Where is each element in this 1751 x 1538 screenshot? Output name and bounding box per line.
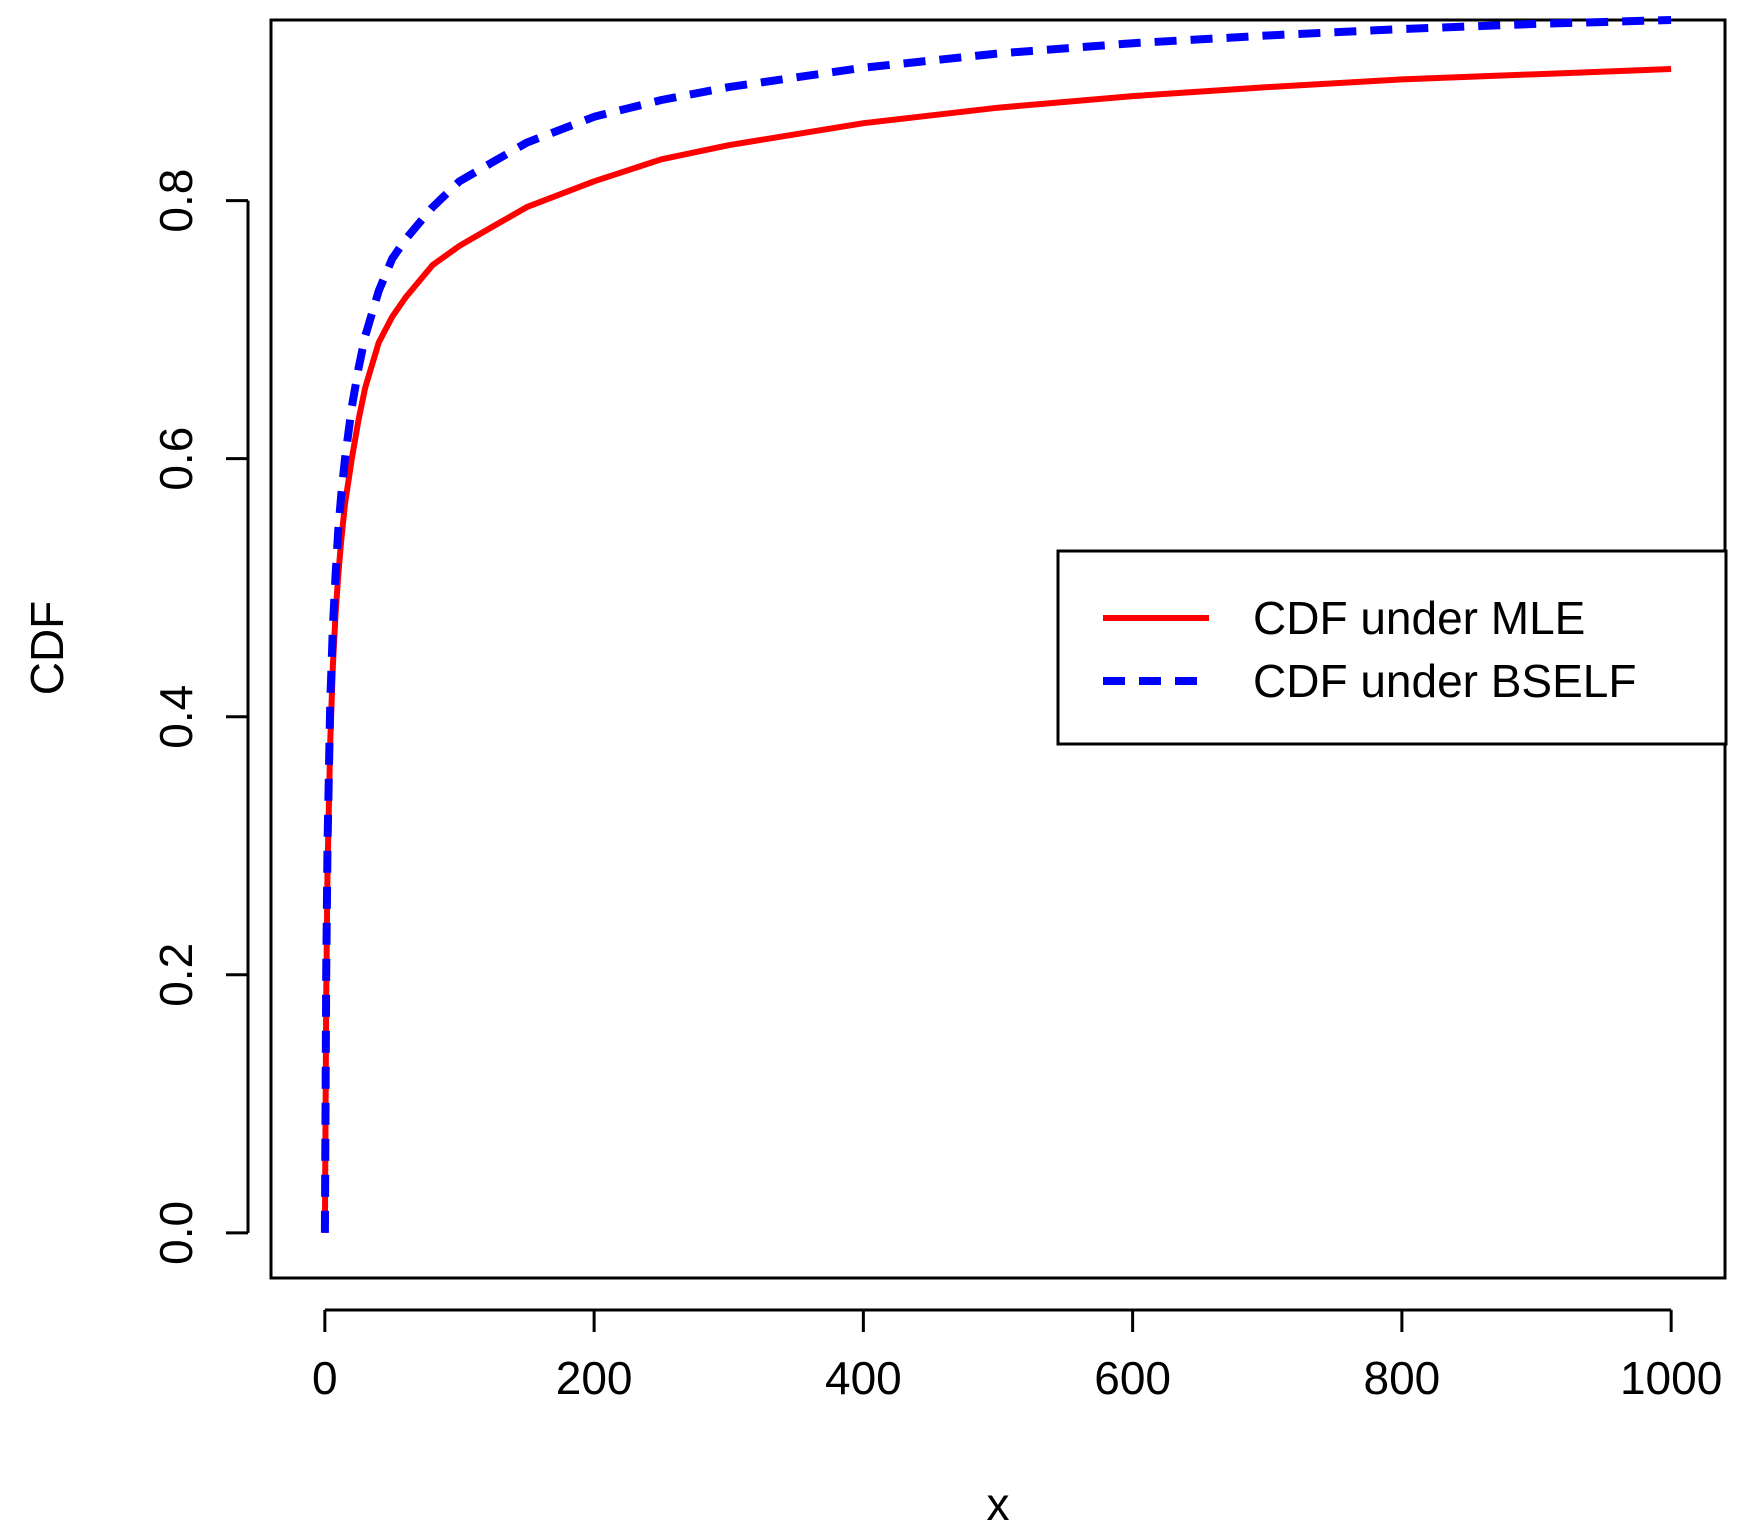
y-tick-label: 0.4	[150, 685, 202, 749]
x-tick-label: 200	[556, 1352, 633, 1404]
x-axis: 0 200 400 600 800 1000	[312, 1308, 1722, 1404]
legend: CDF under MLE CDF under BSELF	[1056, 549, 1728, 746]
y-tick-label: 0.0	[150, 1201, 202, 1265]
series-line-mle	[321, 66, 1672, 1233]
x-tick-label: 0	[312, 1352, 338, 1404]
x-tick-label: 600	[1094, 1352, 1171, 1404]
x-axis-title: x	[987, 1478, 1010, 1530]
legend-label-mle: CDF under MLE	[1253, 592, 1585, 644]
x-tick-label: 400	[825, 1352, 902, 1404]
y-tick-label: 0.6	[150, 427, 202, 491]
series-layer	[320, 16, 1672, 1233]
x-tick-label: 800	[1364, 1352, 1441, 1404]
y-axis-title: CDF	[21, 601, 73, 696]
y-tick-label: 0.8	[150, 169, 202, 233]
y-tick-label: 0.2	[150, 943, 202, 1007]
legend-box	[1056, 549, 1728, 746]
x-tick-label: 1000	[1620, 1352, 1722, 1404]
y-axis: 0.0 0.2 0.4 0.6 0.8	[150, 169, 250, 1265]
legend-label-bself: CDF under BSELF	[1253, 655, 1636, 707]
